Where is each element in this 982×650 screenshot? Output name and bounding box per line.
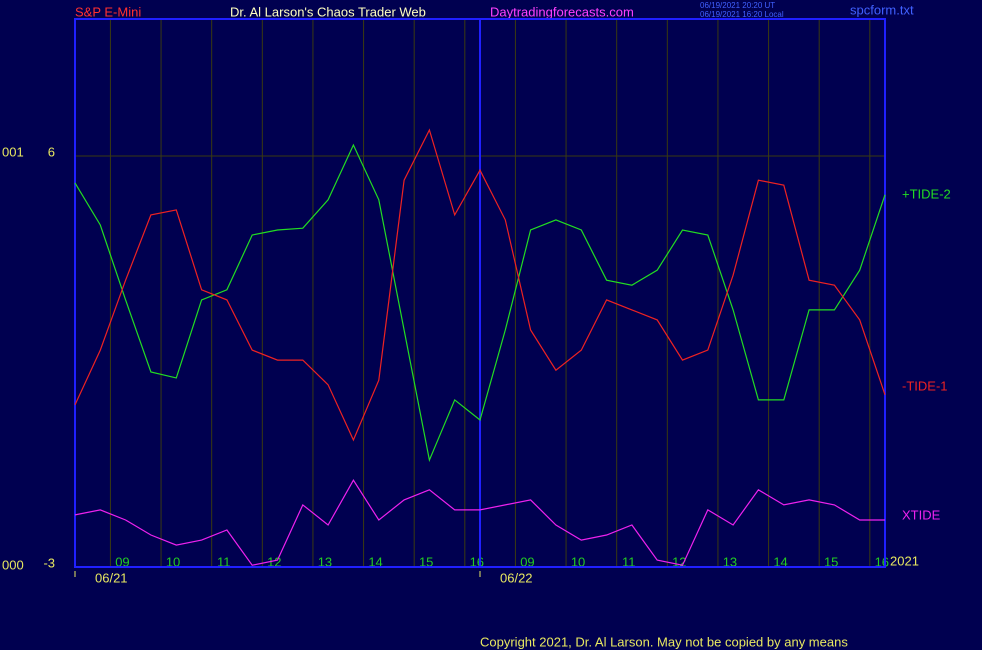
- plot-border: [74, 18, 886, 568]
- x-tick-label: 14: [368, 554, 382, 569]
- x-tick-label: 11: [217, 554, 231, 569]
- file-name: spcform.txt: [850, 2, 914, 17]
- timestamp-local: 06/19/2021 16:20 Local: [700, 10, 784, 19]
- x-tick-label: 15: [824, 554, 838, 569]
- site-url: Daytradingforecasts.com: [490, 4, 634, 19]
- y-tick-label: 6: [48, 144, 55, 159]
- site-title: Dr. Al Larson's Chaos Trader Web: [230, 4, 426, 19]
- timestamp-ut: 06/19/2021 20:20 UT: [700, 1, 775, 10]
- y-tick-label: -3: [43, 555, 55, 570]
- series-label: +TIDE-2: [902, 186, 951, 201]
- series-label: XTIDE: [902, 507, 941, 522]
- series-line: [74, 128, 886, 442]
- left-label: 000: [2, 557, 24, 572]
- x-tick-label: 15: [419, 554, 433, 569]
- date-label: 06/21: [95, 570, 128, 585]
- series-label: -TIDE-1: [902, 378, 948, 393]
- x-tick-label: 14: [773, 554, 787, 569]
- instrument: S&P E-Mini: [75, 4, 141, 19]
- date-label: 06/22: [500, 570, 533, 585]
- x-tick-label: 13: [318, 554, 332, 569]
- x-tick-label: 11: [622, 554, 636, 569]
- x-tick-label: 13: [723, 554, 737, 569]
- series-line: [74, 479, 885, 566]
- x-tick-label: 09: [115, 554, 129, 569]
- year-label: 2021: [890, 553, 919, 568]
- copyright: Copyright 2021, Dr. Al Larson. May not b…: [480, 634, 848, 649]
- x-tick-label: 10: [166, 554, 180, 569]
- x-tick-label: 09: [520, 554, 534, 569]
- series-line: [74, 143, 886, 463]
- left-label: 001: [2, 144, 24, 159]
- x-tick-label: 10: [571, 554, 585, 569]
